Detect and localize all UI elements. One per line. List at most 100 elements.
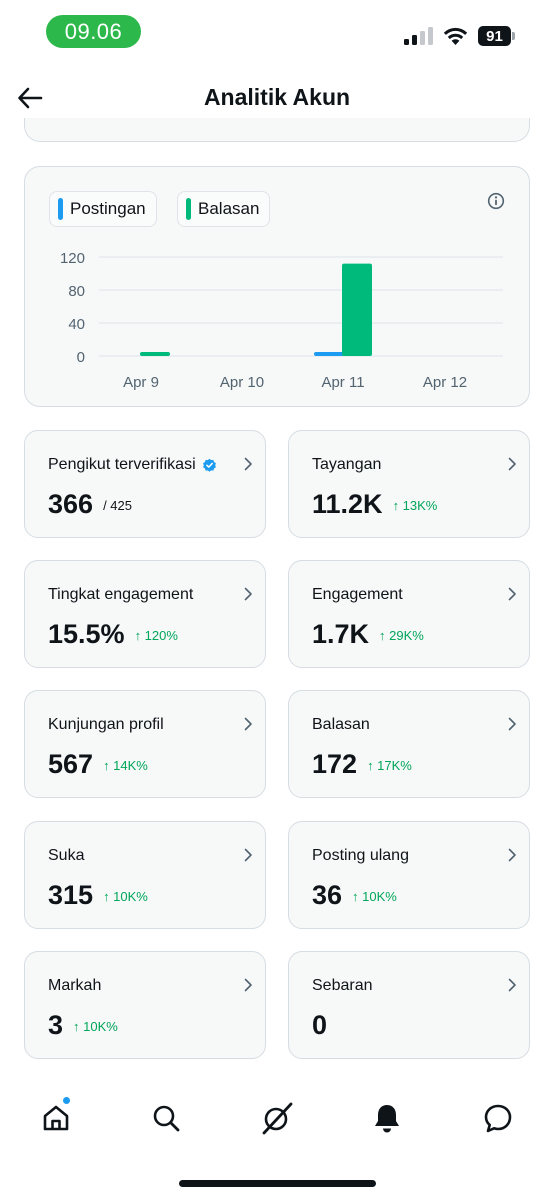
stat-value: 366 / 425: [48, 489, 132, 520]
stat-card[interactable]: Tingkat engagement 15.5% ↑ 120%: [24, 560, 266, 668]
stat-value: 11.2K ↑ 13K%: [312, 489, 437, 520]
stat-value-text: 172: [312, 749, 358, 779]
stat-label: Markah: [48, 977, 101, 995]
wifi-icon: [443, 27, 468, 45]
header: Analitik Akun: [0, 70, 554, 126]
stat-label-text: Tingkat engagement: [48, 586, 194, 603]
stat-value: 315 ↑ 10K%: [48, 880, 148, 911]
status-bar: 09.06 91: [0, 0, 554, 62]
stat-label-text: Posting ulang: [312, 847, 409, 864]
stat-label: Posting ulang: [312, 847, 409, 865]
nav-notifications[interactable]: [367, 1098, 407, 1138]
stat-value: 567 ↑ 14K%: [48, 749, 148, 780]
stat-label: Balasan: [312, 716, 370, 734]
nav-home[interactable]: [36, 1098, 76, 1138]
home-indicator: [179, 1180, 376, 1187]
bar-chart: 0 40 80 120 Apr 9 Apr 10 Apr 11 Apr 12: [60, 250, 503, 391]
chevron-right-icon: [244, 848, 252, 862]
chevron-right-icon: [244, 978, 252, 992]
y-tick-label: 120: [60, 250, 85, 267]
y-tick-label: 0: [77, 349, 85, 366]
stat-label-text: Markah: [48, 977, 102, 994]
stat-change: ↑ 13K%: [392, 498, 438, 513]
stat-value-text: 567: [48, 749, 94, 779]
bar-balasan[interactable]: [140, 352, 170, 356]
nav-grok[interactable]: [257, 1098, 297, 1138]
stat-label: Tayangan: [312, 456, 381, 474]
stat-card[interactable]: Tayangan 11.2K ↑ 13K%: [288, 430, 530, 538]
cellular-signal-icon: [404, 27, 433, 45]
stat-label-text: Tayangan: [312, 456, 382, 473]
stat-label-text: Suka: [48, 847, 85, 864]
legend-postingan[interactable]: Postingan: [49, 191, 157, 227]
stat-value: 3 ↑ 10K%: [48, 1010, 118, 1041]
stat-change: ↑ 14K%: [103, 758, 148, 773]
stat-card[interactable]: Pengikut terverifikasi 366 / 425: [24, 430, 266, 538]
stat-change: ↑ 120%: [134, 628, 178, 643]
stat-label: Suka: [48, 847, 84, 865]
stat-change: ↑ 29K%: [379, 628, 424, 643]
stat-label: Tingkat engagement: [48, 586, 193, 604]
stat-card[interactable]: Engagement 1.7K ↑ 29K%: [288, 560, 530, 668]
stat-label: Kunjungan profil: [48, 716, 164, 734]
stat-card[interactable]: Markah 3 ↑ 10K%: [24, 951, 266, 1059]
stat-card[interactable]: Kunjungan profil 567 ↑ 14K%: [24, 690, 266, 798]
status-time: 09.06: [46, 15, 141, 48]
stat-card[interactable]: Sebaran 0: [288, 951, 530, 1059]
legend-balasan[interactable]: Balasan: [177, 191, 271, 227]
stat-value: 1.7K ↑ 29K%: [312, 619, 424, 650]
stat-value: 0: [312, 1010, 327, 1041]
stat-total: / 425: [103, 498, 132, 513]
stat-value-text: 315: [48, 880, 94, 910]
x-tick-label: Apr 9: [123, 374, 159, 391]
stat-value: 172 ↑ 17K%: [312, 749, 412, 780]
stat-change: ↑ 17K%: [367, 758, 412, 773]
stat-change: ↑ 10K%: [73, 1019, 118, 1034]
stat-value: 36 ↑ 10K%: [312, 880, 397, 911]
x-tick-label: Apr 12: [423, 374, 467, 391]
page-title: Analitik Akun: [203, 84, 351, 110]
activity-chart-card: Postingan Balasan 0 40 80 120 Apr 9 Apr 10 Apr…: [24, 166, 530, 407]
bottom-navigation: [0, 1088, 554, 1148]
battery-tip: [512, 32, 515, 40]
stat-card[interactable]: Posting ulang 36 ↑ 10K%: [288, 821, 530, 929]
chevron-right-icon: [508, 978, 516, 992]
stat-value-text: 1.7K: [312, 619, 370, 649]
legend-label-balasan: Balasan: [198, 199, 260, 218]
y-tick-label: 80: [68, 283, 85, 300]
bar-postingan[interactable]: [314, 352, 344, 356]
stat-label-text: Balasan: [312, 716, 370, 733]
chevron-right-icon: [244, 717, 252, 731]
chevron-right-icon: [244, 457, 252, 471]
stat-card[interactable]: Suka 315 ↑ 10K%: [24, 821, 266, 929]
nav-search[interactable]: [146, 1098, 186, 1138]
legend-swatch-postingan: [58, 198, 63, 220]
chevron-right-icon: [244, 587, 252, 601]
chevron-right-icon: [508, 587, 516, 601]
x-tick-label: Apr 10: [220, 374, 264, 391]
bell-icon: [375, 1105, 399, 1133]
back-arrow-icon: [18, 87, 43, 109]
stat-value-text: 366: [48, 489, 94, 519]
back-button[interactable]: [14, 82, 46, 114]
partial-card: [24, 118, 530, 142]
notification-dot: [62, 1096, 71, 1105]
stat-value-text: 0: [312, 1010, 328, 1040]
bar-balasan[interactable]: [342, 263, 372, 356]
stat-label: Sebaran: [312, 977, 373, 995]
stat-value-text: 3: [48, 1010, 64, 1040]
nav-messages[interactable]: [478, 1098, 518, 1138]
legend-label-postingan: Postingan: [70, 199, 146, 218]
stat-value-text: 15.5%: [48, 619, 125, 649]
battery-level: 91: [478, 26, 511, 46]
stat-card[interactable]: Balasan 172 ↑ 17K%: [288, 690, 530, 798]
chevron-right-icon: [508, 717, 516, 731]
stat-change: ↑ 10K%: [103, 889, 148, 904]
x-tick-label: Apr 11: [321, 374, 364, 391]
verified-badge-icon: [202, 458, 216, 472]
chevron-right-icon: [508, 848, 516, 862]
info-icon[interactable]: [487, 192, 505, 210]
battery-indicator: 91: [478, 26, 516, 46]
chevron-right-icon: [508, 457, 516, 471]
y-tick-label: 40: [68, 316, 85, 333]
